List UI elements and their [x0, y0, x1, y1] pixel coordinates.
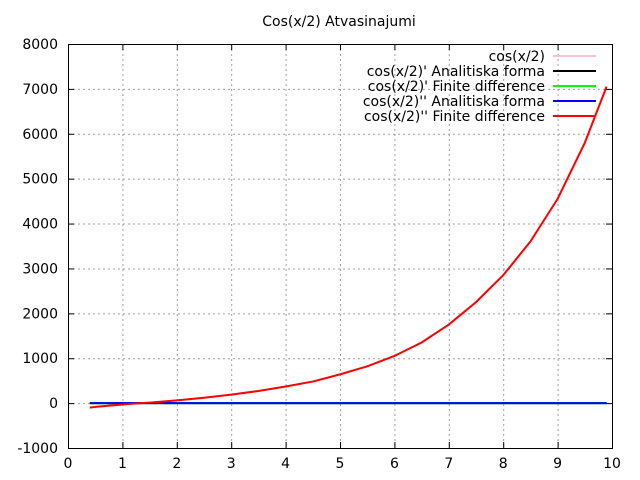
series-lines — [89, 86, 608, 409]
x-tick-label: 2 — [172, 456, 181, 472]
y-tick-label: 0 — [49, 396, 58, 412]
x-tick-label: 1 — [118, 456, 127, 472]
y-tick-label: 1000 — [22, 351, 58, 367]
legend-label-5: cos(x/2)'' Finite difference — [364, 109, 545, 125]
legend-label-3: cos(x/2)' Finite difference — [368, 79, 545, 95]
y-tick-label: 8000 — [22, 37, 58, 53]
y-tick-label: 2000 — [22, 306, 58, 322]
x-tick-label: 3 — [227, 456, 236, 472]
y-tick-label: -1000 — [17, 441, 58, 457]
x-tick-label: 4 — [281, 456, 290, 472]
x-tick-label: 10 — [603, 456, 621, 472]
x-tick-label: 5 — [336, 456, 345, 472]
legend-label-1: cos(x/2) — [489, 49, 545, 65]
x-tick-label: 7 — [444, 456, 453, 472]
legend-label-2: cos(x/2)' Analitiska forma — [367, 64, 545, 80]
x-tick-label: 6 — [390, 456, 399, 472]
axis-ticks: 0 1 2 3 4 5 6 7 8 9 10 -1000 0 1000 2000 3000 4000 5000 60… — [17, 37, 621, 472]
x-tick-label: 0 — [64, 456, 73, 472]
series-line-5 — [89, 86, 608, 409]
y-tick-label: 6000 — [22, 127, 58, 143]
y-tick-label: 4000 — [22, 217, 58, 233]
y-tick-label: 7000 — [22, 82, 58, 98]
x-tick-label: 9 — [553, 456, 562, 472]
y-tick-label: 3000 — [22, 261, 58, 277]
y-tick-label: 5000 — [22, 172, 58, 188]
legend: cos(x/2)cos(x/2)' Analitiska formacos(x/… — [363, 49, 596, 125]
chart-title: Cos(x/2) Atvasinajumi — [262, 14, 416, 30]
legend-label-4: cos(x/2)'' Analitiska forma — [363, 94, 545, 110]
x-tick-label: 8 — [499, 456, 508, 472]
